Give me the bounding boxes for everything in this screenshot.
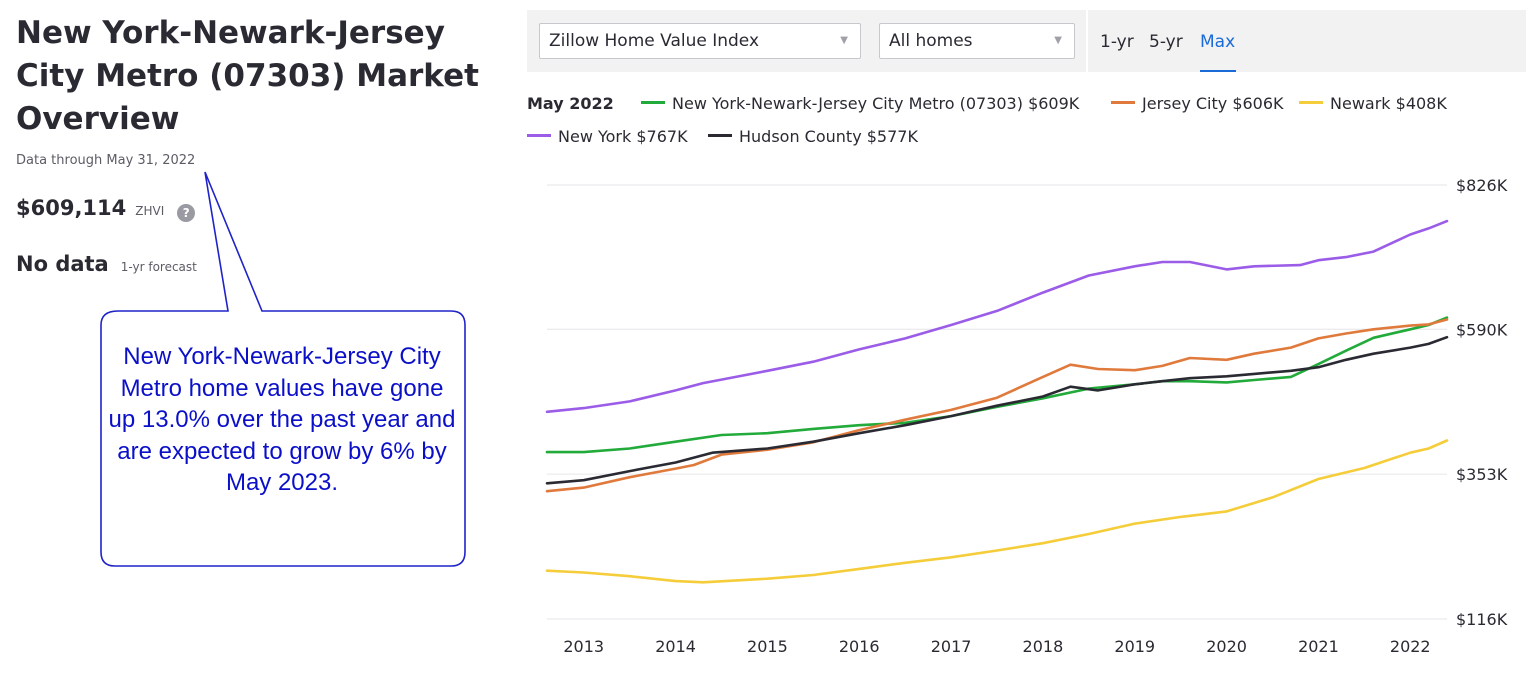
- legend-item-new-york: New York $767K: [527, 127, 688, 146]
- legend-item-jersey-city: Jersey City $606K: [1111, 94, 1284, 113]
- x-tick-label: 2016: [839, 637, 880, 656]
- y-tick-label: $116K: [1456, 610, 1508, 629]
- x-tick-label: 2019: [1114, 637, 1155, 656]
- zhvi-summary: $609,114 ZHVI ?: [16, 196, 196, 222]
- series-line-new-york: [545, 219, 1449, 414]
- active-range-indicator: [1200, 70, 1236, 72]
- x-tick-label: 2018: [1023, 637, 1064, 656]
- legend-swatch: [1111, 101, 1135, 104]
- range-1yr-button[interactable]: 1-yr: [1100, 32, 1134, 52]
- legend-label: Hudson County $577K: [739, 127, 918, 146]
- forecast-summary: No data 1-yr forecast: [16, 252, 197, 276]
- x-tick-label: 2022: [1390, 637, 1431, 656]
- y-tick-label: $826K: [1456, 176, 1508, 195]
- legend-item-hudson-county: Hudson County $577K: [708, 127, 918, 146]
- page-title: New York-Newark-Jersey City Metro (07303…: [16, 15, 479, 137]
- legend-label: Newark $408K: [1330, 94, 1447, 113]
- data-through-date: Data through May 31, 2022: [16, 153, 196, 168]
- zhvi-label: ZHVI: [135, 204, 165, 218]
- series-line-hudson-county: [545, 335, 1449, 485]
- range-5yr-button[interactable]: 5-yr: [1149, 32, 1183, 52]
- home-value-chart: $826K $590K $353K $116K 2013 2014 2015 2016 2017…: [545, 176, 1508, 656]
- metric-select[interactable]: Zillow Home Value Index ▼: [539, 23, 861, 59]
- y-tick-label: $353K: [1456, 465, 1508, 484]
- legend-item-metro: New York-Newark-Jersey City Metro (07303…: [641, 94, 1079, 113]
- chevron-down-icon: ▼: [840, 35, 848, 46]
- question-icon[interactable]: ?: [177, 204, 196, 222]
- forecast-label: 1-yr forecast: [120, 260, 197, 274]
- x-tick-label: 2014: [655, 637, 696, 656]
- legend-swatch: [1299, 101, 1323, 104]
- series-line-newark: [545, 439, 1449, 584]
- legend-swatch: [708, 134, 732, 137]
- chevron-down-icon: ▼: [1054, 35, 1062, 46]
- legend-label: Jersey City $606K: [1142, 94, 1284, 113]
- toolbar-divider: [1086, 10, 1088, 72]
- chart-toolbar: Zillow Home Value Index ▼ All homes ▼ 1-…: [527, 10, 1526, 72]
- series-line-jersey-city: [545, 318, 1449, 493]
- metric-select-value: Zillow Home Value Index: [549, 31, 760, 51]
- callout-text: New York-Newark-Jersey City Metro home v…: [108, 343, 456, 496]
- legend-label: New York-Newark-Jersey City Metro (07303…: [672, 94, 1080, 113]
- zhvi-value: $609,114: [16, 196, 127, 220]
- legend-date: May 2022: [527, 94, 614, 113]
- legend-item-newark: Newark $408K: [1299, 94, 1447, 113]
- legend-swatch: [641, 101, 665, 104]
- x-tick-label: 2021: [1298, 637, 1339, 656]
- x-tick-label: 2015: [747, 637, 788, 656]
- range-max-button[interactable]: Max: [1200, 32, 1236, 52]
- home-type-select[interactable]: All homes ▼: [879, 23, 1075, 59]
- legend-swatch: [527, 134, 551, 137]
- home-type-select-value: All homes: [889, 31, 973, 51]
- legend-label: New York $767K: [558, 127, 688, 146]
- series-line-new-york-newark-jersey-city-metro-07303: [545, 316, 1449, 454]
- x-tick-label: 2013: [563, 637, 604, 656]
- y-tick-label: $590K: [1456, 320, 1508, 339]
- forecast-value: No data: [16, 252, 109, 276]
- x-tick-label: 2017: [931, 637, 972, 656]
- x-tick-label: 2020: [1206, 637, 1247, 656]
